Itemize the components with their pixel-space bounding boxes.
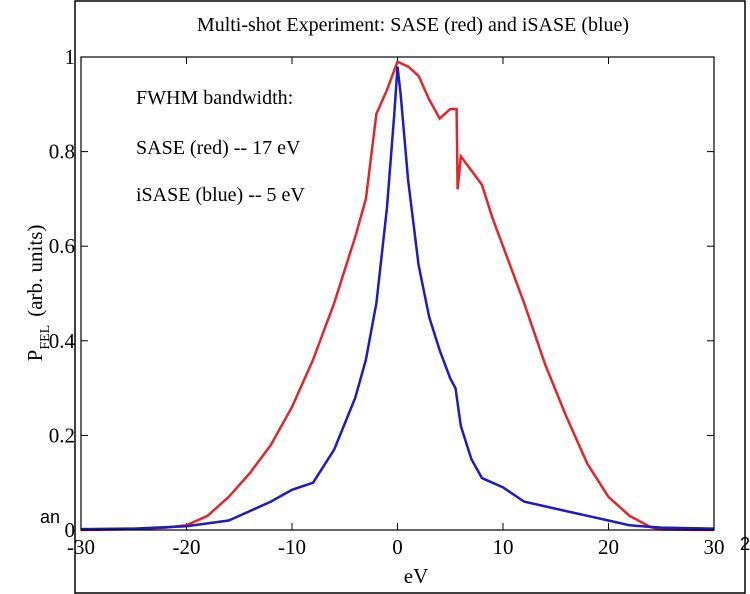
series-line bbox=[80, 66, 715, 531]
annotation: FWHM bandwidth: bbox=[136, 87, 293, 109]
x-tick-label: 0 bbox=[392, 535, 403, 559]
x-tick-label: -20 bbox=[173, 535, 201, 559]
y-label-suffix: (arb. units) bbox=[23, 225, 47, 317]
background-fragment: an bbox=[40, 507, 60, 527]
x-axis-label: eV bbox=[404, 564, 429, 588]
x-tick-label: -30 bbox=[67, 535, 95, 559]
figure-frame bbox=[74, 0, 746, 594]
y-tick-label: 0.4 bbox=[49, 329, 76, 353]
y-label-sub: FEL bbox=[38, 325, 53, 350]
y-axis-label: PFEL (arb. units) bbox=[23, 225, 53, 362]
plot-frame bbox=[80, 56, 715, 531]
y-tick-label: 0.6 bbox=[49, 234, 75, 258]
x-tick-label: 20 bbox=[598, 535, 619, 559]
background-fragment: 2 bbox=[740, 534, 750, 554]
series-line bbox=[80, 60, 715, 532]
y-tick-label: 0.8 bbox=[49, 140, 75, 164]
y-tick-label: 0.2 bbox=[49, 423, 75, 447]
annotation: SASE (red) -- 17 eV bbox=[136, 137, 301, 159]
annotation: iSASE (blue) -- 5 eV bbox=[136, 184, 305, 206]
chart-title: Multi-shot Experiment: SASE (red) and iS… bbox=[197, 14, 629, 36]
y-label-main: P bbox=[23, 350, 47, 362]
y-tick-label: 1 bbox=[65, 45, 76, 69]
x-tick-label: 30 bbox=[704, 535, 725, 559]
x-tick-label: -10 bbox=[278, 535, 306, 559]
x-tick-label: 10 bbox=[493, 535, 514, 559]
y-tick-label: 0 bbox=[65, 518, 76, 542]
